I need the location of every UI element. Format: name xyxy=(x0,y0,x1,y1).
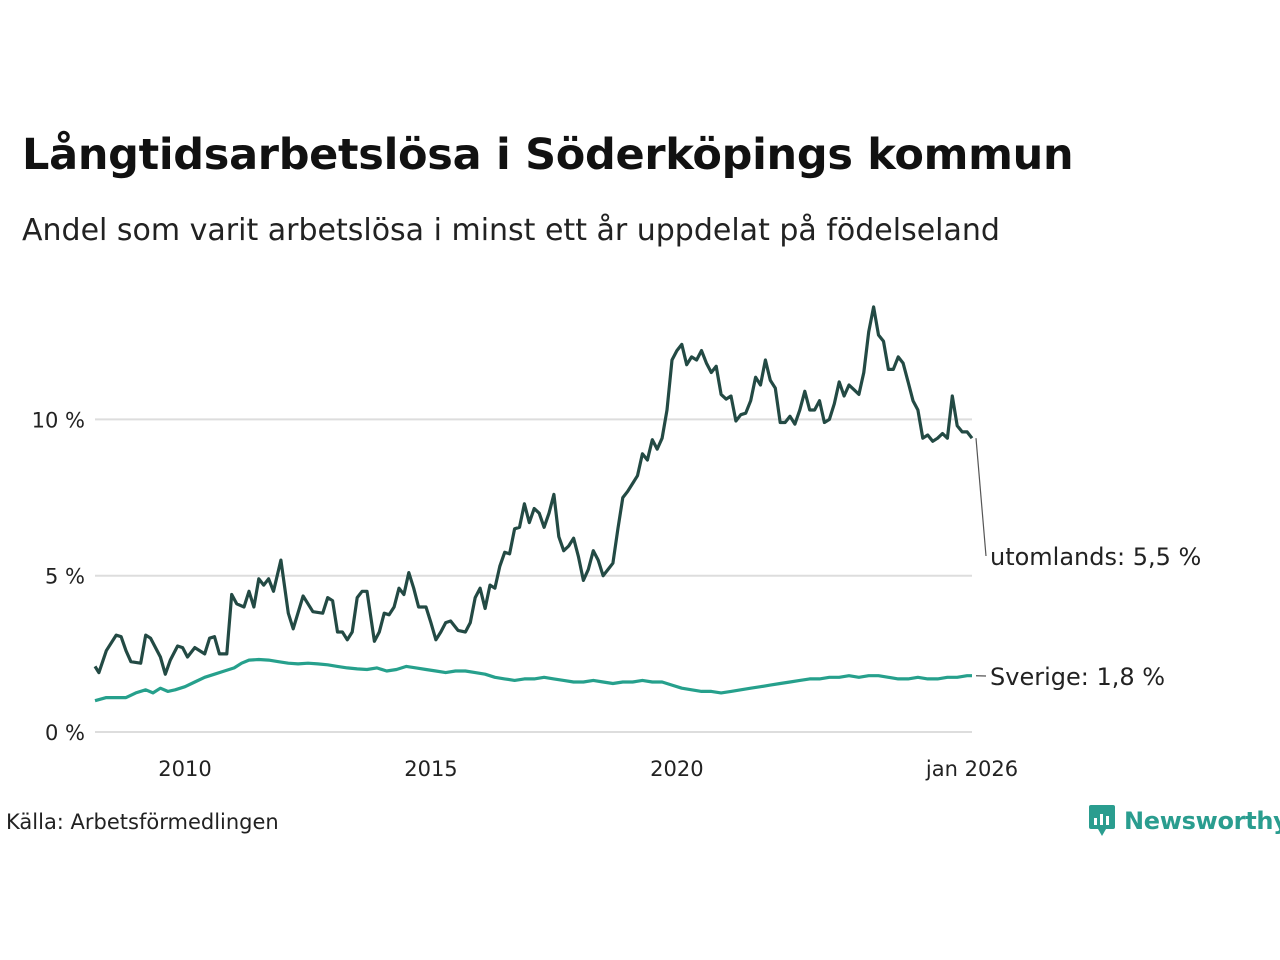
source-note: Källa: Arbetsförmedlingen xyxy=(6,810,279,834)
y-tick-label: 0 % xyxy=(45,721,85,745)
newsworthy-logo-icon xyxy=(1089,805,1115,836)
chart-title: Långtidsarbetslösa i Söderköpings kommun xyxy=(22,130,1074,180)
y-tick-label: 10 % xyxy=(32,408,85,432)
x-axis-ticks: 2010 2015 2020 jan 2026 xyxy=(158,757,1018,781)
x-tick-label: jan 2026 xyxy=(925,757,1018,781)
x-tick-label: 2015 xyxy=(404,757,457,781)
newsworthy-logo[interactable]: Newsworthy xyxy=(1088,804,1280,838)
brand-name: Newsworthy xyxy=(1124,807,1280,835)
chart-subtitle: Andel som varit arbetslösa i minst ett å… xyxy=(22,213,1000,248)
end-labels: utomlands: 5,5 % Sverige: 1,8 % xyxy=(975,438,1201,691)
end-label-sverige: Sverige: 1,8 % xyxy=(990,663,1165,691)
x-tick-label: 2010 xyxy=(158,757,211,781)
gridlines xyxy=(95,418,972,733)
end-label-utomlands: utomlands: 5,5 % xyxy=(990,543,1201,571)
y-axis-ticks: 0 % 5 % 10 % xyxy=(32,408,85,745)
y-tick-label: 5 % xyxy=(45,565,85,589)
series-lines xyxy=(93,305,974,703)
series-line-utomlands xyxy=(93,305,974,676)
series-line-sverige xyxy=(94,657,972,703)
x-tick-label: 2020 xyxy=(650,757,703,781)
end-label-leader xyxy=(975,438,987,557)
